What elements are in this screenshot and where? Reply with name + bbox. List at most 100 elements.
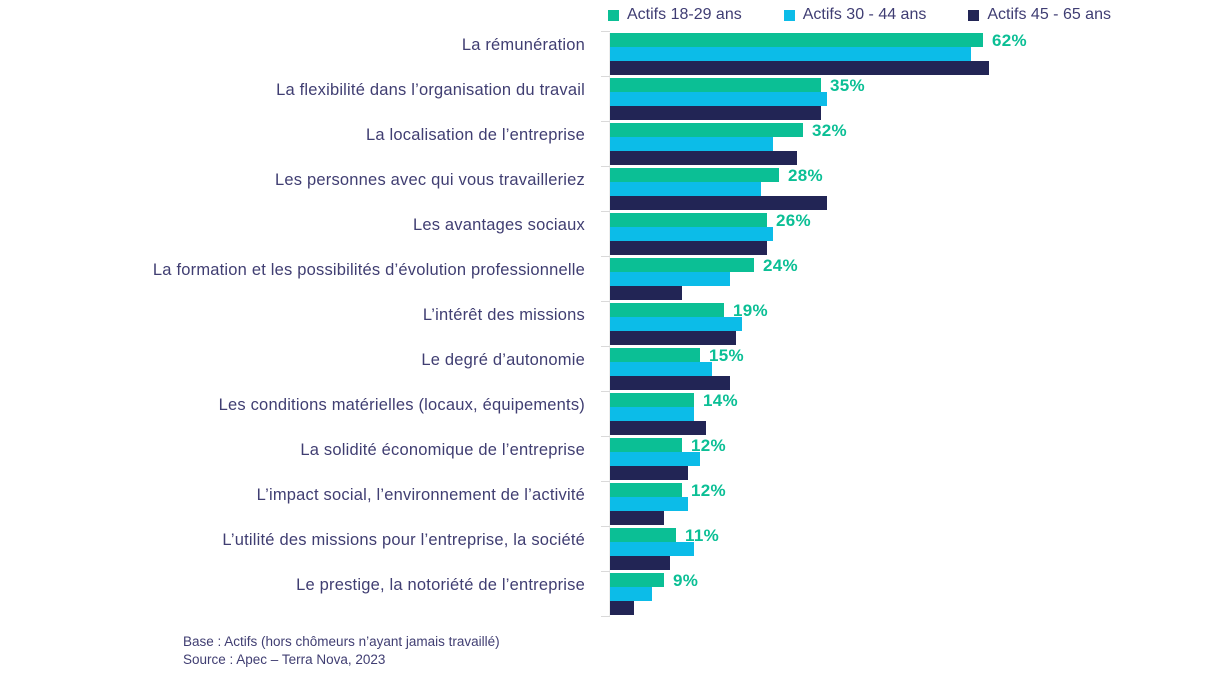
- bar-group: 14%: [601, 391, 1210, 435]
- bar: [610, 452, 700, 466]
- bar: [610, 78, 821, 92]
- chart-row: La rémunération 62%: [0, 31, 1219, 75]
- bar-value-label: 26%: [776, 211, 811, 230]
- bar-group: 62%: [601, 31, 1210, 75]
- bar: [610, 393, 694, 407]
- bar: [610, 376, 730, 390]
- bar: [610, 407, 694, 421]
- chart-row: Les personnes avec qui vous travaillerie…: [0, 166, 1219, 210]
- bar-group: 32%: [601, 121, 1210, 165]
- bar-value-label: 12%: [691, 481, 726, 500]
- bar: [610, 61, 989, 75]
- bar-group: 28%: [601, 166, 1210, 210]
- bar-chart: La rémunération 62% La flexibilité dans l’…: [0, 31, 1219, 618]
- category-label: Le prestige, la notoriété de l’entrepris…: [296, 576, 585, 594]
- bar-value-label: 32%: [812, 121, 847, 140]
- bar: [610, 348, 700, 362]
- category-label: La solidité économique de l’entreprise: [300, 441, 585, 459]
- category-label: L’impact social, l’environnement de l’ac…: [256, 486, 585, 504]
- legend-label: Actifs 45 - 65 ans: [987, 6, 1111, 23]
- bar: [610, 213, 767, 227]
- bar: [610, 241, 767, 255]
- bar: [610, 33, 983, 47]
- bar-value-label: 9%: [673, 571, 699, 590]
- chart-row: Les conditions matérielles (locaux, équi…: [0, 391, 1219, 435]
- chart-rows: La rémunération 62% La flexibilité dans l’…: [0, 31, 1219, 617]
- bar-group: 9%: [601, 571, 1210, 617]
- bar: [610, 587, 652, 601]
- chart-row: Le degré d’autonomie 15%: [0, 346, 1219, 390]
- base-note: Base : Actifs (hors chômeurs n’ayant jam…: [183, 634, 500, 649]
- bar: [610, 303, 724, 317]
- chart-row: L’utilité des missions pour l’entreprise…: [0, 526, 1219, 570]
- category-label: L’utilité des missions pour l’entreprise…: [222, 531, 585, 549]
- bar-value-label: 28%: [788, 166, 823, 185]
- bar-group: 12%: [601, 481, 1210, 525]
- bar-value-label: 35%: [830, 76, 865, 95]
- bar: [610, 151, 797, 165]
- source-note: Source : Apec – Terra Nova, 2023: [183, 651, 386, 667]
- bar: [610, 497, 688, 511]
- bar-group: 15%: [601, 346, 1210, 390]
- bar-group: 35%: [601, 76, 1210, 120]
- legend-swatch-icon: [968, 9, 980, 21]
- chart-row: Le prestige, la notoriété de l’entrepris…: [0, 571, 1219, 617]
- bar: [610, 511, 664, 525]
- bar: [610, 331, 736, 345]
- legend-swatch-icon: [783, 9, 795, 21]
- bar-value-label: 15%: [709, 346, 744, 365]
- bar-value-label: 11%: [685, 526, 719, 545]
- axis-line: [609, 33, 610, 616]
- bar: [610, 528, 676, 542]
- chart-row: La formation et les possibilités d’évolu…: [0, 256, 1219, 300]
- bar-value-label: 19%: [733, 301, 768, 320]
- bar: [610, 556, 670, 570]
- bar: [610, 573, 664, 587]
- bar: [610, 601, 634, 615]
- bar: [610, 137, 773, 151]
- bar: [610, 286, 682, 300]
- bar: [610, 258, 754, 272]
- category-label: La flexibilité dans l’organisation du tr…: [276, 81, 585, 99]
- bar-value-label: 24%: [763, 256, 798, 275]
- bar-group: 26%: [601, 211, 1210, 255]
- legend-swatch-icon: [608, 9, 619, 21]
- category-label: La localisation de l’entreprise: [366, 126, 585, 144]
- bar: [610, 466, 688, 480]
- chart-row: L’intérêt des missions 19%: [0, 301, 1219, 345]
- bar-group: 11%: [601, 526, 1210, 570]
- category-label: L’intérêt des missions: [422, 306, 585, 324]
- bar-value-label: 14%: [703, 391, 738, 410]
- bar: [610, 47, 971, 61]
- category-label: Les avantages sociaux: [412, 216, 585, 234]
- legend-label: Actifs 18-29 ans: [627, 6, 742, 23]
- chart-row: La flexibilité dans l’organisation du tr…: [0, 76, 1219, 120]
- bar: [610, 438, 682, 452]
- bar-value-label: 62%: [992, 31, 1027, 50]
- chart-row: La localisation de l’entreprise 32%: [0, 121, 1219, 165]
- bar-group: 19%: [601, 301, 1210, 345]
- bar: [610, 92, 827, 106]
- legend-item: Actifs 30 - 44 ans: [783, 6, 926, 24]
- footer-notes: Base : Actifs (hors chômeurs n’ayant jam…: [183, 633, 500, 668]
- bar: [610, 421, 706, 435]
- legend-item: Actifs 18-29 ans: [608, 6, 742, 24]
- chart-row: L’impact social, l’environnement de l’ac…: [0, 481, 1219, 525]
- category-label: La rémunération: [461, 36, 585, 54]
- category-label: Les conditions matérielles (locaux, équi…: [218, 396, 585, 414]
- bar: [610, 317, 742, 331]
- bar: [610, 196, 827, 210]
- bar: [610, 362, 712, 376]
- bar: [610, 106, 821, 120]
- bar-group: 12%: [601, 436, 1210, 480]
- legend-item: Actifs 45 - 65 ans: [968, 6, 1111, 24]
- chart-row: Les avantages sociaux 26%: [0, 211, 1219, 255]
- bar: [610, 272, 730, 286]
- bar: [610, 483, 682, 497]
- bar-group: 24%: [601, 256, 1210, 300]
- category-label: Les personnes avec qui vous travaillerie…: [275, 171, 585, 189]
- bar: [610, 542, 694, 556]
- bar: [610, 227, 773, 241]
- chart-row: La solidité économique de l’entreprise 12…: [0, 436, 1219, 480]
